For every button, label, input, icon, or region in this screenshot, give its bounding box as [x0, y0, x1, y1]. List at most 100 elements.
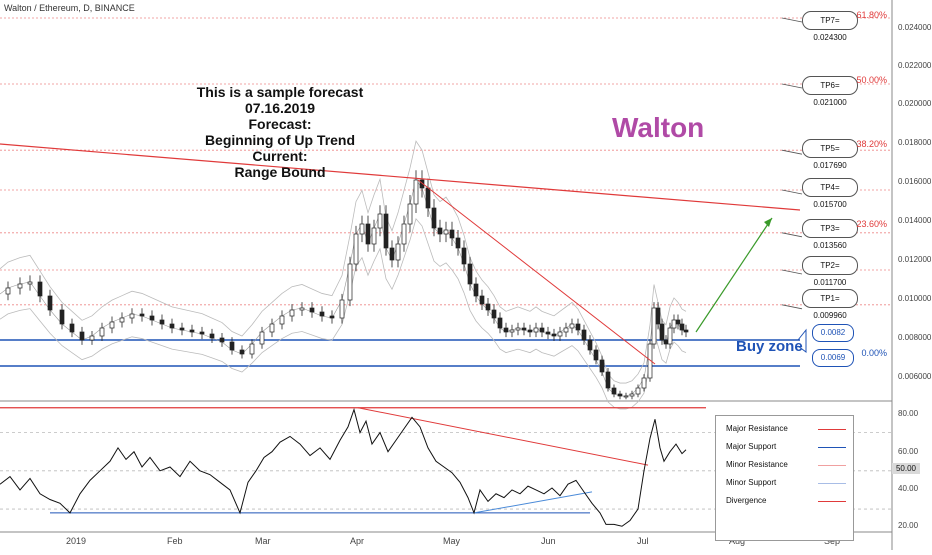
legend-item-label: Major Resistance	[726, 424, 788, 433]
candle-body	[655, 307, 661, 325]
forecast-arrow-line	[695, 217, 773, 333]
legend-swatch	[818, 447, 846, 448]
legend-item-label: Minor Resistance	[726, 460, 788, 469]
fib-0-label: 0.00%	[861, 348, 887, 358]
fib-61-8-label: 61.80%	[856, 10, 887, 20]
candle-body	[229, 341, 235, 351]
legend-item-label: Major Support	[726, 442, 777, 451]
candle-body	[667, 327, 673, 345]
rsi-tick: 20.00	[898, 521, 919, 530]
brand-label: Walton	[612, 112, 705, 143]
target-connector	[781, 232, 803, 238]
candle-body	[581, 329, 587, 341]
forecast-line-3: Forecast:	[248, 116, 312, 132]
major-resistance-line	[0, 143, 801, 211]
forecast-line-4: Beginning of Up Trend	[204, 132, 356, 148]
candle-body	[521, 327, 527, 331]
time-tick: 2019	[66, 536, 87, 546]
tp3-tag[interactable]: TP3= 0.013560	[802, 219, 858, 250]
candle-body	[557, 331, 563, 337]
rsi-minor-support-line	[473, 491, 593, 514]
price-tick: 0.008000	[898, 333, 932, 342]
candle-body	[159, 319, 165, 325]
price-tick: 0.016000	[898, 177, 932, 186]
zone-lower-tag[interactable]: 0.0069	[812, 349, 854, 367]
candle-body	[443, 229, 449, 235]
candle-body	[119, 317, 125, 323]
time-tick: Aug	[729, 536, 746, 546]
rsi-tick: 60.00	[898, 447, 919, 456]
forecast-arrow-head	[764, 218, 772, 227]
candle-body	[129, 313, 135, 319]
legend-item-label: Divergence	[726, 496, 767, 505]
candle-body	[239, 349, 245, 355]
zone-upper-tag[interactable]: 0.0082	[812, 324, 854, 342]
rsi-divergence-line	[357, 407, 649, 466]
candle-body	[623, 395, 629, 398]
price-tick: 0.018000	[898, 138, 932, 147]
candle-body	[79, 331, 85, 341]
candle-body	[641, 377, 647, 389]
candle-body	[461, 247, 467, 265]
candle-body	[383, 213, 389, 249]
price-tick: 0.024000	[898, 23, 932, 32]
candle-body	[485, 303, 491, 311]
candle-body	[605, 371, 611, 389]
candle-body	[629, 393, 635, 397]
price-tick: 0.006000	[898, 372, 932, 381]
candle-body	[89, 335, 95, 341]
rsi-tick: 40.00	[898, 484, 919, 493]
candle-body	[431, 207, 437, 229]
candle-body	[419, 179, 425, 189]
candle-body	[425, 187, 431, 209]
candle-body	[545, 331, 551, 335]
target-connector	[781, 269, 803, 275]
candle-body	[5, 287, 11, 295]
candle-body	[69, 323, 75, 333]
buy-zone-bracket	[797, 328, 807, 353]
candle-body	[651, 307, 657, 345]
time-tick: Apr	[350, 536, 365, 546]
target-connector	[781, 189, 803, 195]
candle-body	[593, 349, 599, 361]
candle-body	[515, 327, 521, 331]
forecast-line-6: Range Bound	[234, 164, 326, 180]
tp2-tag[interactable]: TP2= 0.011700	[802, 256, 858, 287]
candle-body	[189, 329, 195, 333]
candle-body	[359, 223, 365, 235]
legend-swatch	[818, 429, 846, 430]
candle-body	[575, 323, 581, 331]
forecast-line-1: This is a sample forecast	[196, 84, 364, 100]
candle-body	[683, 329, 689, 333]
tp5-tag[interactable]: TP5= 0.017690	[802, 139, 858, 170]
candle-body	[339, 299, 345, 319]
legend-swatch	[818, 465, 846, 466]
fib-38-2-label: 38.20%	[856, 139, 887, 149]
legend-box: Major Resistance Major Support Minor Res…	[715, 415, 854, 541]
price-tick: 0.020000	[898, 99, 932, 108]
tp1-tag[interactable]: TP1= 0.009960	[802, 289, 858, 320]
candle-body	[479, 295, 485, 305]
forecast-note: This is a sample forecast 07.16.2019 For…	[190, 84, 370, 180]
candle-body	[27, 281, 33, 285]
time-tick: May	[443, 536, 461, 546]
candle-body	[249, 343, 255, 355]
tp6-tag[interactable]: TP6= 0.021000	[802, 76, 858, 107]
candle-body	[473, 283, 479, 297]
candle-body	[269, 323, 275, 333]
candle-body	[587, 339, 593, 351]
candle-body	[659, 323, 665, 341]
candle-body	[299, 307, 305, 311]
tp4-tag[interactable]: TP4= 0.015700	[802, 178, 858, 209]
tp7-tag[interactable]: TP7= 0.024300	[802, 11, 858, 42]
candle-body	[569, 323, 575, 329]
candle-body	[37, 281, 43, 297]
legend-swatch	[818, 501, 846, 502]
target-connector	[781, 17, 803, 23]
divergence-trendline	[417, 179, 656, 365]
candle-body	[675, 319, 681, 325]
legend-swatch	[818, 483, 846, 484]
candle-body	[647, 343, 653, 379]
symbol-title: Walton / Ethereum, D, BINANCE	[4, 3, 135, 13]
